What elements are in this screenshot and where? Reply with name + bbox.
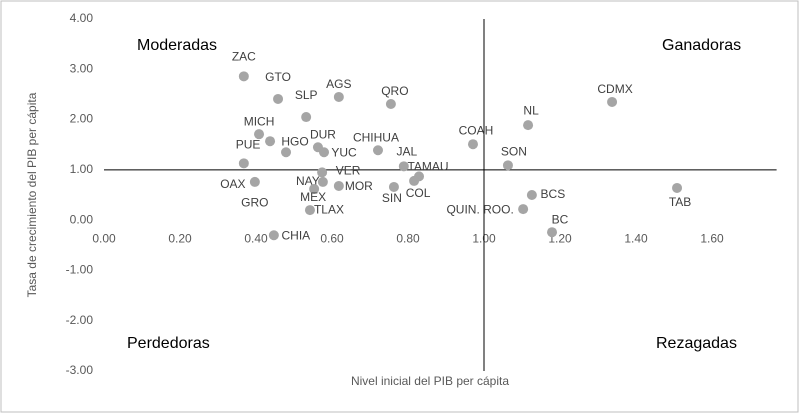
point-label: QRO (381, 84, 408, 98)
point (249, 176, 260, 187)
point-label: YUC (331, 145, 357, 159)
y-tick-label: -3.00 (66, 363, 94, 377)
point (388, 181, 399, 192)
point (607, 96, 618, 107)
point-label: SLP (295, 88, 318, 102)
x-tick-label: 1.40 (624, 231, 648, 245)
point-label: MICH (244, 114, 275, 128)
point (268, 230, 279, 241)
y-tick-label: -1.00 (66, 263, 94, 277)
point-label: CDMX (597, 82, 632, 96)
x-axis-title: Nivel inicial del PIB per cápita (351, 374, 509, 388)
point (281, 147, 292, 158)
y-tick-label: 3.00 (70, 61, 94, 75)
point-label: MEX (300, 190, 326, 204)
point-label: OAX (220, 177, 245, 191)
x-tick-label: 1.60 (700, 231, 724, 245)
quadrant-label: Ganadoras (662, 37, 741, 54)
point (523, 120, 534, 131)
point-label: VER (336, 164, 361, 178)
point-label: COAH (459, 123, 494, 137)
point (265, 136, 276, 147)
point-label: BCS (541, 187, 566, 201)
point-label: GTO (265, 70, 291, 84)
point (385, 98, 396, 109)
x-tick-label: 0.60 (320, 231, 344, 245)
point (317, 167, 328, 178)
point-label: CHIHUA (353, 130, 399, 144)
point-label: JAL (396, 145, 417, 159)
point-label: SON (501, 145, 527, 159)
point-label: QUIN. ROO. (446, 202, 513, 216)
point-label: TLAX (314, 202, 344, 216)
point (254, 129, 265, 140)
point (409, 175, 420, 186)
point (309, 183, 320, 194)
point (333, 180, 344, 191)
point-label: TAB (669, 195, 691, 209)
point (301, 112, 312, 123)
quadrant-label: Rezagadas (656, 335, 737, 352)
point (304, 205, 315, 216)
x-tick-label: 0.80 (396, 231, 420, 245)
x-tick-label: 0.40 (244, 231, 268, 245)
x-tick-label: 0.20 (168, 231, 192, 245)
point-label: AGS (326, 77, 351, 91)
y-tick-label: 0.00 (70, 212, 94, 226)
point (333, 91, 344, 102)
point-label: ZAC (232, 49, 256, 63)
point-label: TAMAU (407, 160, 448, 174)
point (518, 204, 529, 215)
point-label: DUR (310, 127, 336, 141)
quadrant-label: Perdedoras (127, 335, 210, 352)
point (238, 158, 249, 169)
point-label: COL (406, 186, 431, 200)
y-tick-label: -2.00 (66, 313, 94, 327)
point-label: PUE (236, 137, 261, 151)
quadrant-label: Moderadas (137, 37, 217, 54)
point (398, 161, 409, 172)
point (467, 139, 478, 150)
x-tick-label: 0.00 (92, 231, 116, 245)
point (526, 190, 537, 200)
point-label: BC (552, 212, 569, 226)
point (372, 145, 383, 156)
point (238, 71, 249, 82)
point-label: SIN (382, 191, 402, 205)
point-label: GRO (241, 195, 268, 209)
point-label: CHIA (282, 228, 311, 242)
y-tick-label: 1.00 (70, 162, 94, 176)
y-tick-label: 4.00 (70, 11, 94, 25)
point (547, 227, 558, 238)
y-tick-label: 2.00 (70, 112, 94, 126)
point (317, 176, 328, 187)
point (273, 93, 284, 104)
y-axis-title: Tasa de crecimiento del PIB per cápita (25, 92, 39, 297)
point-label: MOR (345, 179, 373, 193)
point-label: HGO (281, 134, 308, 148)
point-label: NL (523, 103, 539, 117)
point (672, 182, 683, 193)
point (502, 160, 513, 171)
point (319, 147, 330, 158)
